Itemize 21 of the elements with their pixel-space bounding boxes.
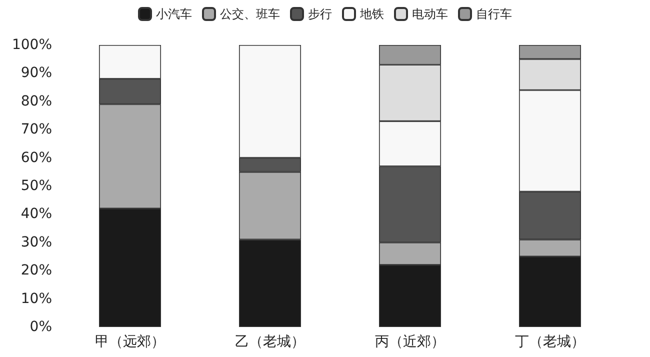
x-tick-label: 丁（老城）	[515, 334, 585, 350]
legend-label: 步行	[308, 7, 332, 21]
y-tick-label: 100%	[12, 37, 52, 53]
y-tick-label: 70%	[20, 122, 52, 138]
y-tick-label: 0%	[30, 319, 52, 335]
legend-label: 自行车	[476, 7, 512, 21]
x-tick-label: 乙（老城）	[235, 334, 305, 350]
x-tick-label: 丙（近郊）	[375, 334, 445, 350]
y-tick-label: 60%	[20, 150, 52, 166]
y-tick-label: 30%	[20, 234, 52, 250]
legend-label: 小汽车	[156, 7, 192, 21]
y-tick-label: 90%	[20, 65, 52, 82]
y-tick-label: 40%	[20, 206, 52, 222]
legend-label: 电动车	[412, 7, 448, 21]
legend-label: 公交、班车	[220, 7, 280, 21]
x-tick-label: 甲（远郊）	[95, 334, 165, 350]
y-tick-label: 50%	[20, 178, 52, 194]
legend-label: 地铁	[359, 7, 384, 21]
y-tick-label: 10%	[20, 290, 52, 307]
y-tick-label: 80%	[20, 93, 52, 110]
y-tick-label: 20%	[20, 262, 52, 279]
